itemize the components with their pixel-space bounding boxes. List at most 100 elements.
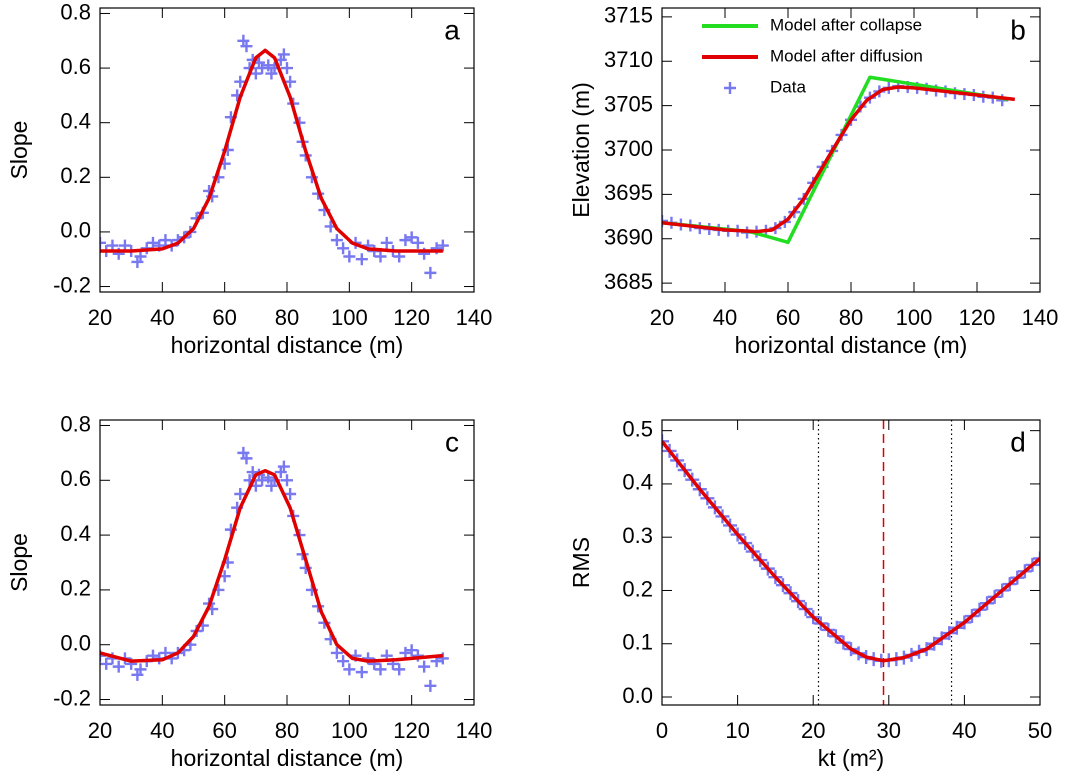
y-tick-label: 0.2: [60, 163, 91, 188]
panel-letter: a: [444, 14, 460, 45]
model-line: [662, 440, 1040, 663]
y-tick-label: -0.2: [53, 272, 91, 297]
y-tick-label: 3715: [604, 3, 653, 28]
x-tick-label: 100: [331, 305, 368, 330]
data-point: [343, 663, 356, 676]
data-point: [374, 663, 387, 676]
x-tick-label: 100: [896, 305, 933, 330]
y-tick-label: 0.4: [622, 470, 653, 495]
x-tick-label: 40: [713, 305, 737, 330]
data-point: [355, 666, 368, 679]
model-line: [100, 48, 443, 253]
y-tick-label: 0.1: [622, 630, 653, 655]
panel-letter: d: [1010, 426, 1026, 457]
data-point: [337, 655, 350, 668]
y-tick-label: 3690: [604, 225, 653, 250]
y-tick-label: 0.0: [60, 218, 91, 243]
data-point: [112, 660, 125, 673]
x-tick-label: 20: [88, 718, 112, 743]
data-point: [411, 236, 424, 249]
x-tick-label: 40: [150, 718, 174, 743]
x-tick-label: 0: [656, 718, 668, 743]
panel: 20 40 60 80 100 120 140 -0.2 0.0 0.2 0.4 0.6 0.8 c hor…: [6, 411, 492, 771]
panel-letter: c: [445, 426, 459, 457]
data-point: [100, 236, 106, 249]
data-point: [380, 236, 393, 249]
data-point: [405, 231, 418, 244]
data-point: [662, 434, 669, 449]
y-tick-label: 0.6: [60, 54, 91, 79]
panel-letter: b: [1010, 14, 1026, 45]
data-point: [411, 649, 424, 662]
data-point: [277, 48, 290, 61]
x-tick-label: 60: [212, 305, 236, 330]
data-point: [256, 62, 269, 75]
x-axis-label: horizontal distance (m): [171, 745, 404, 771]
legend-text: Model after collapse: [770, 15, 922, 34]
legend-text: Data: [770, 77, 806, 96]
plot-frame: [661, 419, 1041, 706]
data-point: [240, 40, 253, 53]
y-axis-label: Slope: [6, 533, 32, 592]
y-tick-label: 3685: [604, 269, 653, 294]
y-tick-label: 0.5: [622, 416, 653, 441]
x-tick-label: 40: [150, 305, 174, 330]
data-point: [1033, 551, 1040, 566]
x-tick-label: 60: [212, 718, 236, 743]
x-axis-label: horizontal distance (m): [171, 332, 404, 358]
data-point: [134, 250, 147, 263]
y-tick-label: 0.8: [60, 0, 91, 24]
data-point: [281, 62, 293, 75]
x-tick-label: 140: [456, 718, 493, 743]
data-point: [249, 67, 262, 80]
x-tick-label: 50: [1028, 718, 1052, 743]
data-point: [246, 466, 259, 479]
data-point: [424, 266, 437, 279]
x-tick-label: 10: [725, 718, 749, 743]
x-tick-label: 40: [952, 718, 976, 743]
panel: 0 10 20 30 40 50 0.0 0.1 0.2 0.3 0.4 0.5 d kt (m²) RMS: [568, 416, 1052, 771]
y-axis-label: RMS: [568, 537, 594, 588]
plot-frame: [661, 7, 1041, 293]
x-tick-label: 20: [801, 718, 825, 743]
data-point: [343, 250, 356, 263]
plot-frame: [99, 7, 475, 293]
data-point: [234, 487, 247, 500]
x-tick-label: 140: [456, 305, 493, 330]
legend-item: Model after collapse: [702, 15, 922, 34]
legend-text: Model after diffusion: [770, 46, 923, 65]
x-tick-label: 30: [877, 718, 901, 743]
data-point: [393, 663, 406, 676]
data-point: [337, 242, 350, 255]
data-point: [234, 75, 247, 88]
x-tick-label: 120: [393, 718, 430, 743]
data-point: [134, 663, 147, 676]
plot-area: [662, 75, 1016, 245]
x-axis-label: kt (m²): [818, 745, 884, 771]
data-point: [277, 460, 290, 473]
data-point: [355, 253, 368, 266]
x-tick-label: 100: [331, 718, 368, 743]
data-point: [100, 657, 113, 670]
y-tick-label: 0.6: [60, 466, 91, 491]
data-point: [399, 234, 412, 247]
data-point: [284, 487, 297, 500]
x-tick-label: 80: [275, 305, 299, 330]
y-tick-label: -0.2: [53, 685, 91, 710]
data-point: [424, 679, 437, 692]
plot-area: [100, 34, 449, 279]
panel: 20 40 60 80 100 120 140 -0.2 0.0 0.2 0.4 0.6 0.8 a hor…: [6, 0, 492, 358]
panel: 20 40 60 80 100 120 140 3685 3690 3695 3700 3705 371…: [568, 3, 1058, 358]
model-line: [100, 468, 443, 663]
data-point: [146, 236, 159, 249]
plot-area: [662, 420, 1040, 705]
model-line: [662, 75, 1009, 245]
x-tick-label: 20: [88, 305, 112, 330]
y-tick-label: 0.4: [60, 521, 91, 546]
data-point: [256, 474, 269, 487]
y-axis-label: Elevation (m): [568, 82, 594, 217]
data-point: [374, 250, 387, 263]
y-tick-label: 0.0: [622, 683, 653, 708]
legend-item: Model after diffusion: [702, 46, 923, 65]
y-tick-label: 0.8: [60, 411, 91, 436]
